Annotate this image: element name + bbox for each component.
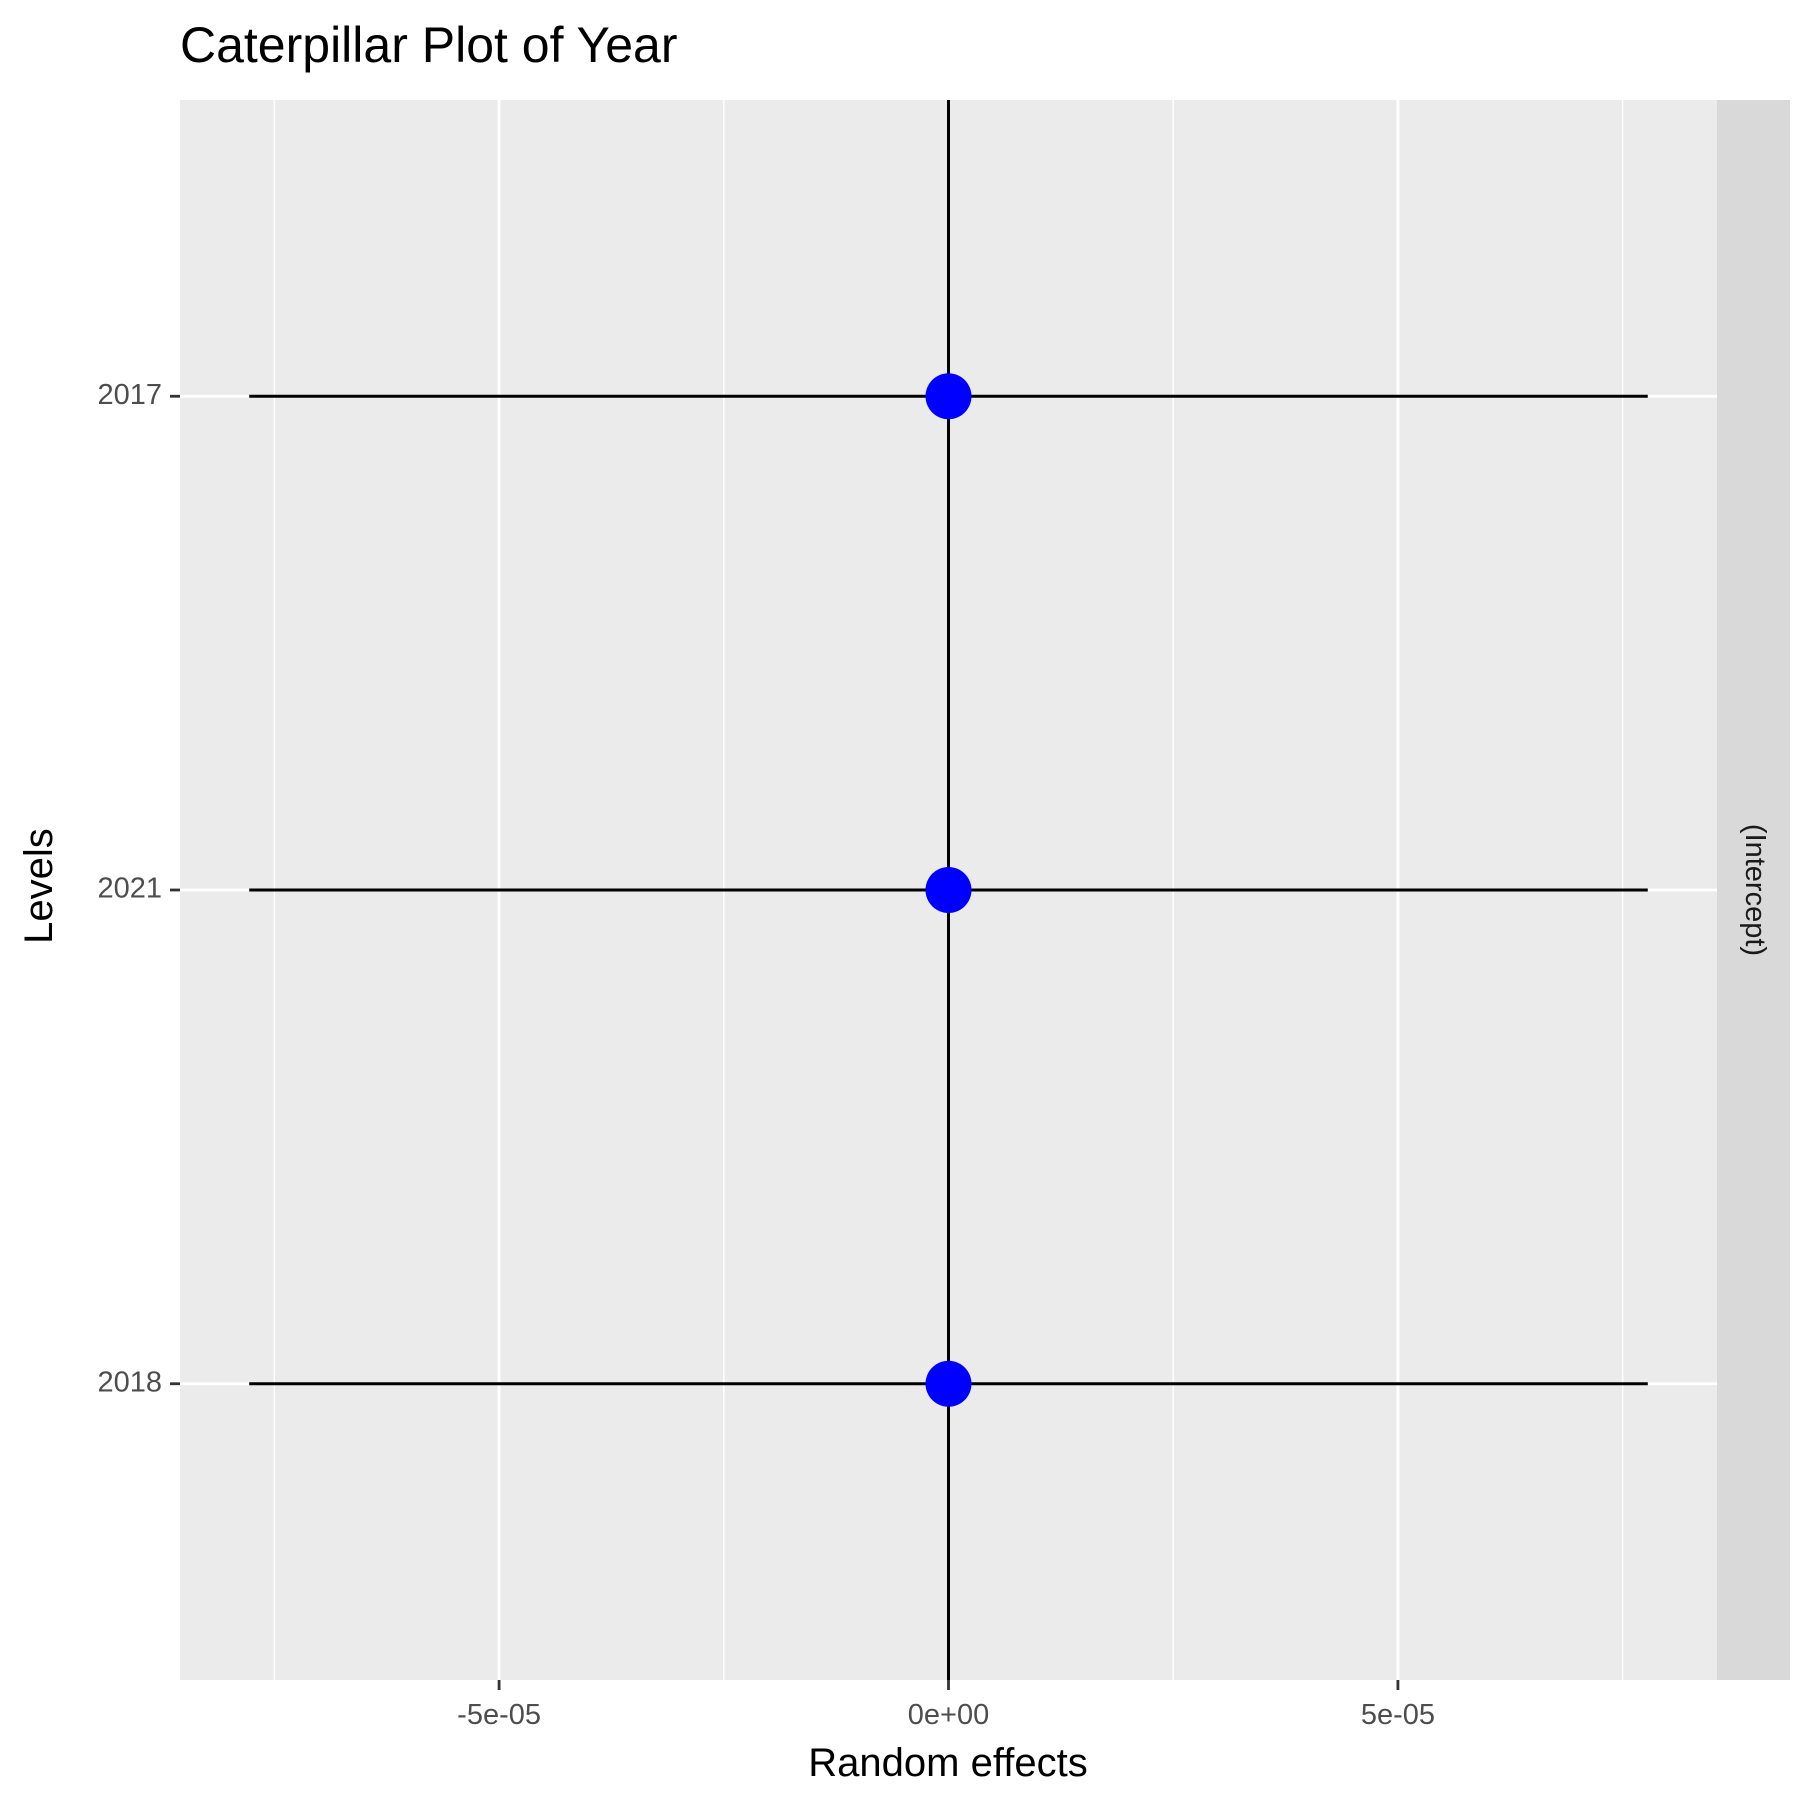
y-axis-title: Levels [17, 828, 61, 944]
point-2021 [925, 867, 972, 913]
point-2018 [925, 1360, 972, 1407]
facet-strip [1717, 100, 1790, 1680]
y-tick-label: 2018 [97, 1366, 162, 1398]
facet-strip-label: (Intercept) [1739, 824, 1771, 956]
y-axis: 2017 2021 2018 [97, 379, 180, 1398]
x-axis: -5e-05 0e+00 5e-05 [457, 1680, 1435, 1731]
points [925, 373, 972, 1407]
chart-title: Caterpillar Plot of Year [180, 17, 678, 73]
point-2017 [925, 373, 972, 420]
x-tick-label: 5e-05 [1361, 1699, 1435, 1731]
x-tick-label: 0e+00 [908, 1699, 989, 1731]
x-tick-label: -5e-05 [457, 1699, 541, 1731]
x-axis-title: Random effects [808, 1741, 1087, 1785]
y-tick-label: 2017 [97, 379, 162, 411]
y-tick-label: 2021 [97, 873, 162, 905]
